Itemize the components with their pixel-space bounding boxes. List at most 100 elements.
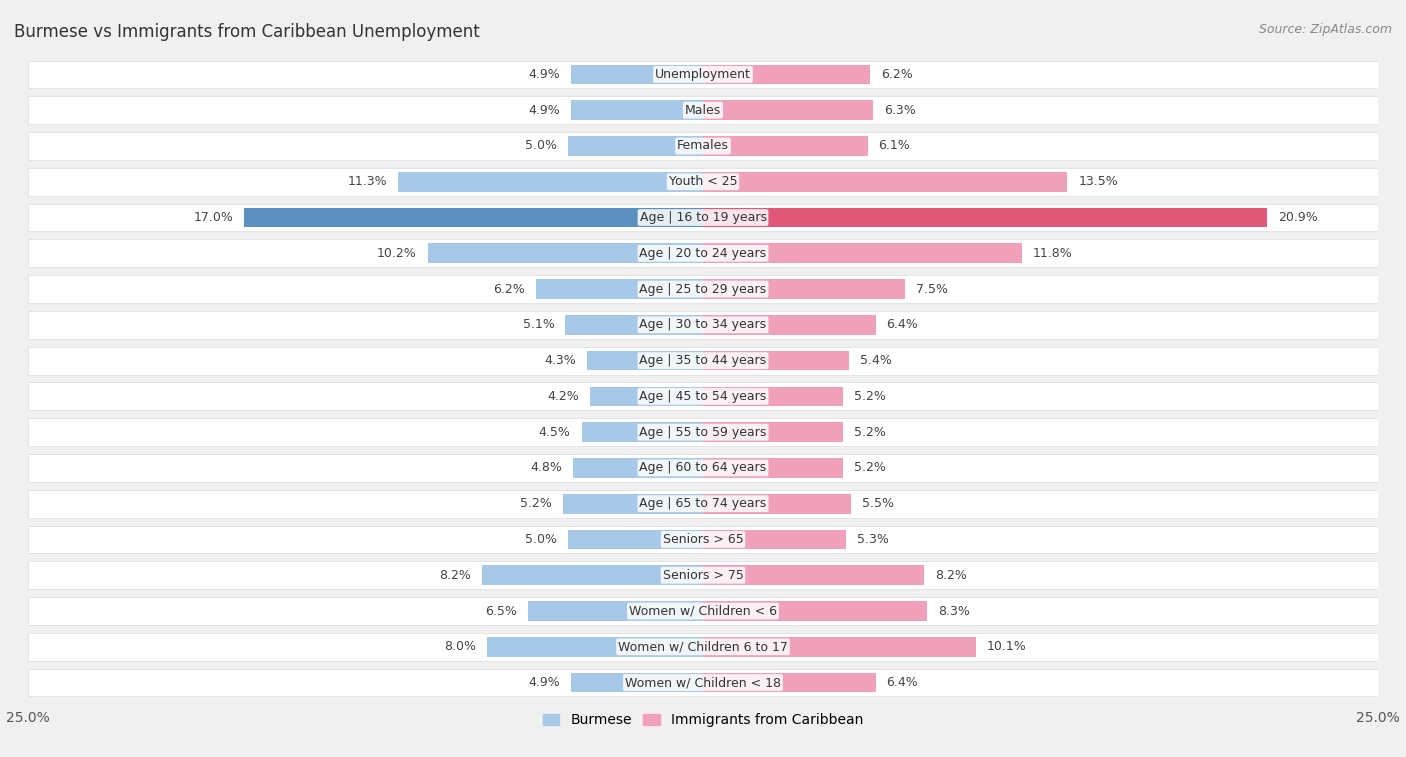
- Bar: [28, 525, 1378, 553]
- Bar: [486, 637, 703, 656]
- Text: Age | 30 to 34 years: Age | 30 to 34 years: [640, 319, 766, 332]
- Text: 10.1%: 10.1%: [987, 640, 1026, 653]
- Text: Males: Males: [685, 104, 721, 117]
- Bar: [703, 601, 927, 621]
- Bar: [28, 132, 1378, 160]
- Bar: [536, 279, 703, 299]
- Bar: [703, 64, 870, 84]
- Bar: [28, 239, 1378, 267]
- Text: 5.1%: 5.1%: [523, 319, 554, 332]
- Bar: [28, 418, 1378, 446]
- Bar: [703, 101, 873, 120]
- Text: 4.3%: 4.3%: [544, 354, 576, 367]
- Text: 5.2%: 5.2%: [855, 462, 886, 475]
- Text: Age | 35 to 44 years: Age | 35 to 44 years: [640, 354, 766, 367]
- Bar: [582, 422, 703, 442]
- Text: 4.9%: 4.9%: [529, 68, 560, 81]
- Text: 5.4%: 5.4%: [859, 354, 891, 367]
- Bar: [427, 244, 703, 263]
- Text: 5.2%: 5.2%: [855, 425, 886, 438]
- Bar: [28, 454, 1378, 482]
- Bar: [703, 172, 1067, 192]
- Bar: [28, 204, 1378, 232]
- Text: Women w/ Children < 18: Women w/ Children < 18: [626, 676, 780, 689]
- Text: Women w/ Children 6 to 17: Women w/ Children 6 to 17: [619, 640, 787, 653]
- Bar: [28, 347, 1378, 375]
- Text: Source: ZipAtlas.com: Source: ZipAtlas.com: [1258, 23, 1392, 36]
- Bar: [568, 530, 703, 550]
- Bar: [28, 61, 1378, 89]
- Text: 5.2%: 5.2%: [520, 497, 551, 510]
- Text: 8.2%: 8.2%: [935, 569, 967, 581]
- Bar: [703, 530, 846, 550]
- Bar: [703, 458, 844, 478]
- Bar: [245, 207, 703, 227]
- Text: Seniors > 65: Seniors > 65: [662, 533, 744, 546]
- Text: 17.0%: 17.0%: [194, 211, 233, 224]
- Bar: [28, 561, 1378, 589]
- Text: 5.0%: 5.0%: [526, 139, 557, 152]
- Bar: [568, 136, 703, 156]
- Text: 8.3%: 8.3%: [938, 605, 970, 618]
- Text: Females: Females: [678, 139, 728, 152]
- Bar: [28, 96, 1378, 124]
- Text: 6.2%: 6.2%: [494, 282, 524, 295]
- Text: Seniors > 75: Seniors > 75: [662, 569, 744, 581]
- Text: 4.9%: 4.9%: [529, 104, 560, 117]
- Text: 5.5%: 5.5%: [862, 497, 894, 510]
- Legend: Burmese, Immigrants from Caribbean: Burmese, Immigrants from Caribbean: [537, 708, 869, 733]
- Text: Burmese vs Immigrants from Caribbean Unemployment: Burmese vs Immigrants from Caribbean Une…: [14, 23, 479, 41]
- Text: 8.0%: 8.0%: [444, 640, 477, 653]
- Bar: [571, 673, 703, 693]
- Text: 10.2%: 10.2%: [377, 247, 416, 260]
- Bar: [28, 597, 1378, 625]
- Bar: [589, 387, 703, 407]
- Text: 5.2%: 5.2%: [855, 390, 886, 403]
- Bar: [703, 637, 976, 656]
- Bar: [703, 565, 924, 585]
- Bar: [703, 244, 1022, 263]
- Text: Age | 65 to 74 years: Age | 65 to 74 years: [640, 497, 766, 510]
- Text: 4.9%: 4.9%: [529, 676, 560, 689]
- Text: Unemployment: Unemployment: [655, 68, 751, 81]
- Bar: [703, 136, 868, 156]
- Bar: [28, 633, 1378, 661]
- Text: 4.8%: 4.8%: [530, 462, 562, 475]
- Text: 11.3%: 11.3%: [347, 176, 387, 188]
- Bar: [574, 458, 703, 478]
- Text: 6.4%: 6.4%: [887, 319, 918, 332]
- Text: Age | 60 to 64 years: Age | 60 to 64 years: [640, 462, 766, 475]
- Bar: [28, 668, 1378, 696]
- Text: 20.9%: 20.9%: [1278, 211, 1317, 224]
- Bar: [565, 315, 703, 335]
- Bar: [703, 673, 876, 693]
- Bar: [703, 387, 844, 407]
- Bar: [28, 490, 1378, 518]
- Text: 13.5%: 13.5%: [1078, 176, 1118, 188]
- Bar: [703, 315, 876, 335]
- Bar: [482, 565, 703, 585]
- Bar: [703, 422, 844, 442]
- Text: Youth < 25: Youth < 25: [669, 176, 737, 188]
- Bar: [571, 101, 703, 120]
- Text: 6.2%: 6.2%: [882, 68, 912, 81]
- Text: Age | 55 to 59 years: Age | 55 to 59 years: [640, 425, 766, 438]
- Bar: [703, 350, 849, 370]
- Text: 6.1%: 6.1%: [879, 139, 910, 152]
- Text: Age | 20 to 24 years: Age | 20 to 24 years: [640, 247, 766, 260]
- Bar: [562, 494, 703, 513]
- Bar: [28, 311, 1378, 339]
- Bar: [586, 350, 703, 370]
- Text: 6.4%: 6.4%: [887, 676, 918, 689]
- Text: 4.5%: 4.5%: [538, 425, 571, 438]
- Text: 5.0%: 5.0%: [526, 533, 557, 546]
- Text: Age | 25 to 29 years: Age | 25 to 29 years: [640, 282, 766, 295]
- Bar: [703, 279, 905, 299]
- Text: 6.3%: 6.3%: [884, 104, 915, 117]
- Bar: [703, 207, 1267, 227]
- Text: 11.8%: 11.8%: [1032, 247, 1073, 260]
- Bar: [703, 494, 852, 513]
- Text: 4.2%: 4.2%: [547, 390, 579, 403]
- Text: 6.5%: 6.5%: [485, 605, 517, 618]
- Bar: [527, 601, 703, 621]
